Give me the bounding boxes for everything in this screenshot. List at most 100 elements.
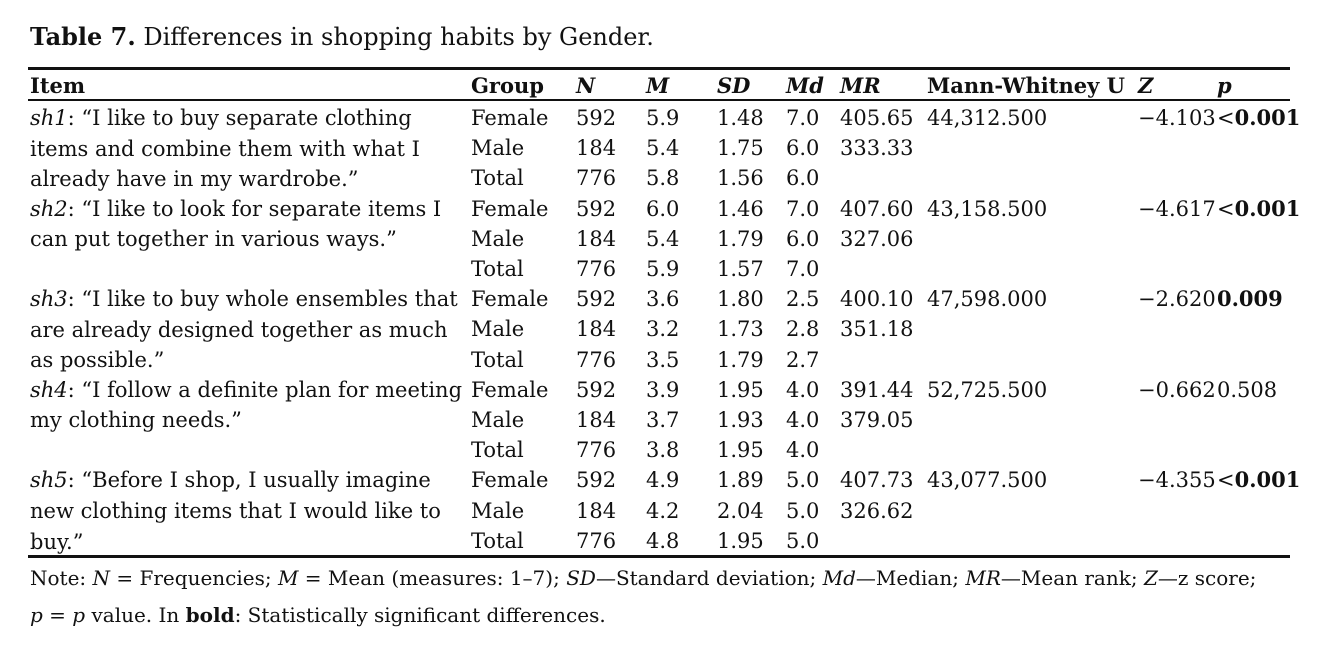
- item-code: sh2: [30, 196, 68, 221]
- item-text: : “I like to buy whole ensembles that ar…: [30, 287, 458, 373]
- cell-mr: 326.62: [840, 498, 914, 523]
- cell-mr: 379.05: [840, 408, 914, 432]
- table-note-line-2: p = p value. In bold: Statistically sign…: [30, 603, 606, 627]
- table-caption-label: Table 7.: [30, 22, 136, 51]
- cell-group: Male: [471, 136, 525, 161]
- cell-md: 5.0: [786, 498, 820, 523]
- cell-z: −4.103: [1138, 106, 1216, 130]
- cell-group: Total: [471, 528, 524, 553]
- cell-md: 6.0: [786, 136, 820, 161]
- note-symbol-p: p: [30, 603, 43, 627]
- cell-p: <0.001: [1217, 465, 1300, 495]
- header-sd: SD: [717, 73, 751, 98]
- cell-m: 3.5: [646, 347, 680, 372]
- cell-mr: 407.73: [840, 468, 914, 493]
- cell-sd: 1.89: [717, 468, 764, 493]
- note-symbol-n: N: [92, 566, 111, 590]
- header-group: Group: [471, 73, 544, 98]
- note-text: Note:: [30, 566, 93, 590]
- cell-sd: 1.48: [717, 106, 764, 130]
- cell-sd: 1.79: [717, 226, 764, 251]
- cell-mann-whitney-u: 44,312.500: [927, 106, 1048, 130]
- cell-group: Male: [471, 226, 525, 251]
- cell-sd: 2.04: [717, 498, 764, 523]
- cell-n: 592: [576, 287, 617, 312]
- header-mr: MR: [840, 73, 881, 98]
- cell-z: −4.617: [1138, 196, 1216, 221]
- cell-md: 4.0: [786, 377, 820, 402]
- note-text: —Median;: [855, 566, 966, 590]
- header-n: N: [576, 73, 596, 98]
- cell-z: −4.355: [1138, 468, 1216, 493]
- note-text: value. In: [85, 603, 186, 627]
- cell-n: 592: [576, 468, 617, 493]
- cell-sd: 1.95: [717, 528, 764, 553]
- cell-group: Total: [471, 438, 524, 463]
- p-value: 0.001: [1234, 105, 1301, 130]
- item-text: : “I follow a definite plan for meeting …: [30, 377, 463, 433]
- cell-md: 2.7: [786, 347, 820, 372]
- cell-z: −0.662: [1138, 377, 1216, 402]
- table-caption-text: Differences in shopping habits by Gender…: [143, 23, 654, 51]
- cell-p: 0.009: [1217, 284, 1283, 314]
- cell-sd: 1.80: [717, 287, 764, 312]
- header-z: Z: [1138, 73, 1154, 98]
- cell-m: 3.8: [646, 438, 680, 463]
- item-text: : “I like to buy separate clothing items…: [30, 106, 420, 192]
- p-value: 0.009: [1217, 286, 1283, 312]
- cell-n: 776: [576, 257, 617, 281]
- note-text: = Frequencies;: [110, 566, 278, 590]
- cell-group: Total: [471, 166, 524, 191]
- note-symbol-md: Md: [822, 566, 856, 590]
- cell-n: 776: [576, 528, 617, 553]
- cell-mr: 391.44: [840, 377, 914, 402]
- cell-mr: 400.10: [840, 287, 914, 312]
- cell-md: 2.8: [786, 317, 820, 342]
- note-text: = Mean (measures: 1–7);: [298, 566, 567, 590]
- cell-mann-whitney-u: 43,077.500: [927, 468, 1048, 493]
- cell-n: 184: [576, 498, 617, 523]
- note-symbol-sd: SD: [566, 566, 596, 590]
- cell-n: 592: [576, 106, 617, 130]
- header-m: M: [646, 73, 670, 98]
- table-top-rule: [28, 67, 1290, 70]
- cell-m: 6.0: [646, 196, 680, 221]
- cell-md: 2.5: [786, 287, 820, 312]
- item-description: sh5: “Before I shop, I usually imagine n…: [30, 465, 470, 557]
- p-value: 0.508: [1217, 377, 1278, 402]
- cell-m: 3.6: [646, 287, 680, 312]
- cell-mann-whitney-u: 47,598.000: [927, 287, 1048, 312]
- cell-group: Female: [471, 468, 549, 493]
- cell-sd: 1.56: [717, 166, 764, 191]
- cell-mr: 351.18: [840, 317, 914, 342]
- header-mann-whitney-u: Mann-Whitney U: [927, 73, 1125, 98]
- cell-m: 5.9: [646, 257, 680, 281]
- cell-n: 184: [576, 317, 617, 342]
- cell-md: 7.0: [786, 196, 820, 221]
- cell-m: 5.8: [646, 166, 680, 191]
- table-caption: Table 7. Differences in shopping habits …: [30, 22, 654, 51]
- item-code: sh1: [30, 106, 68, 130]
- p-prefix: <: [1217, 196, 1235, 221]
- cell-m: 3.2: [646, 317, 680, 342]
- item-description: sh4: “I follow a definite plan for meeti…: [30, 375, 470, 436]
- cell-m: 3.9: [646, 377, 680, 402]
- cell-m: 3.7: [646, 408, 680, 432]
- cell-sd: 1.57: [717, 257, 764, 281]
- cell-m: 5.9: [646, 106, 680, 130]
- cell-group: Female: [471, 287, 549, 312]
- cell-md: 4.0: [786, 408, 820, 432]
- cell-sd: 1.75: [717, 136, 764, 161]
- note-text: —Standard deviation;: [595, 566, 823, 590]
- table-bottom-rule: [28, 555, 1290, 558]
- cell-n: 184: [576, 136, 617, 161]
- cell-group: Female: [471, 196, 549, 221]
- item-text: : “Before I shop, I usually imagine new …: [30, 468, 441, 554]
- cell-m: 5.4: [646, 136, 680, 161]
- cell-sd: 1.73: [717, 317, 764, 342]
- table-header-rule: [28, 99, 1290, 101]
- cell-md: 5.0: [786, 528, 820, 553]
- cell-mann-whitney-u: 52,725.500: [927, 377, 1048, 402]
- cell-n: 184: [576, 408, 617, 432]
- cell-group: Male: [471, 498, 525, 523]
